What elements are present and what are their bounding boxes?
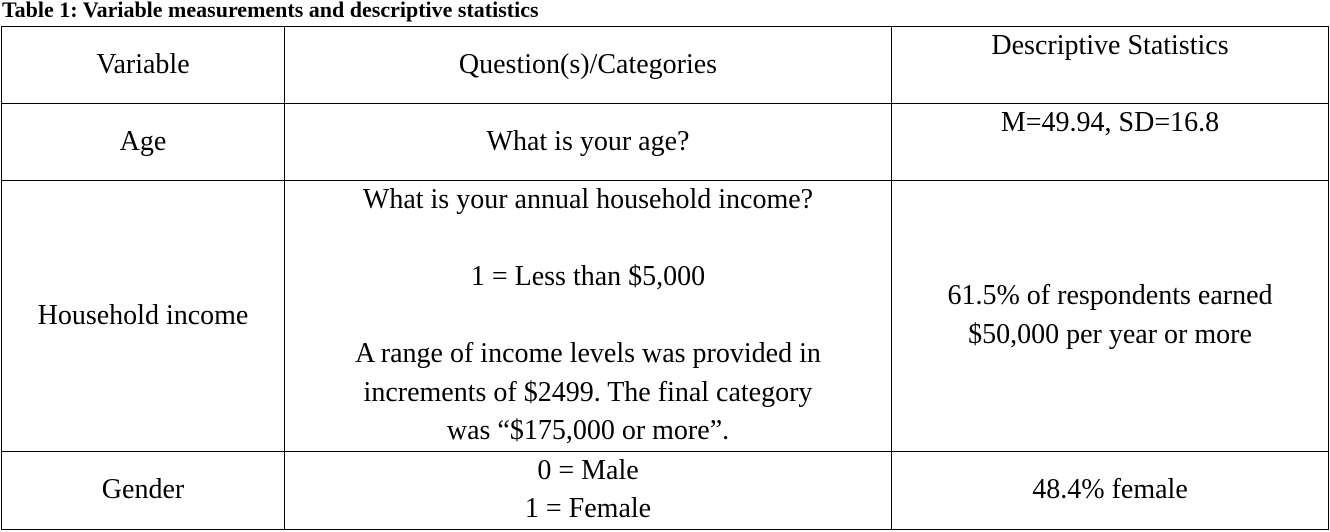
stats-line: 61.5% of respondents earned [947,280,1273,312]
table-row: Household income What is your annual hou… [1,180,1329,452]
cell-variable: Household income [1,180,285,452]
cell-question: What is your age? [284,103,892,181]
cell-stats: M=49.94, SD=16.8 [891,103,1329,181]
header-questions: Question(s)/Categories [284,26,892,104]
question-line: What is your annual household income? [362,184,814,215]
question-line: 1 = Female [524,493,652,524]
cell-stats: 48.4% female [891,450,1329,530]
question-line: A range of income levels was provided in [355,338,821,369]
question-line: 1 = Less than $5,000 [470,261,706,292]
cell-question: What is your annual household income? 1 … [284,180,892,452]
cell-variable: Gender [1,450,285,530]
question-line: increments of $2499. The final category [363,376,813,408]
cell-variable: Age [1,103,285,181]
stats-line: $50,000 per year or more [968,318,1252,350]
table-header-row: Variable Question(s)/Categories Descript… [1,26,1329,104]
header-stats: Descriptive Statistics [891,26,1329,104]
table-caption: Table 1: Variable measurements and descr… [2,0,539,22]
variables-table: Variable Question(s)/Categories Descript… [1,26,1329,530]
question-line: 0 = Male [537,454,639,486]
table-row: Gender 0 = Male 1 = Female 48.4% female [1,450,1329,530]
header-variable: Variable [1,26,285,104]
table-row: Age What is your age? M=49.94, SD=16.8 [1,103,1329,181]
question-line: was “$175,000 or more”. [446,415,730,446]
cell-stats: 61.5% of respondents earned $50,000 per … [891,180,1329,452]
cell-question: 0 = Male 1 = Female [284,450,892,530]
